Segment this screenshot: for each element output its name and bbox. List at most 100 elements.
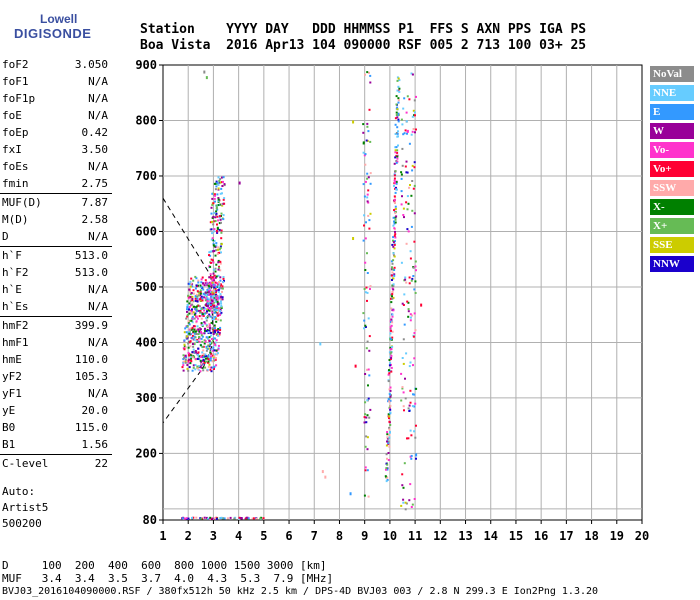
echo-point bbox=[214, 276, 217, 279]
echo-point bbox=[366, 414, 369, 417]
echo-point bbox=[393, 174, 396, 177]
echo-point bbox=[415, 453, 418, 457]
echo-point bbox=[393, 254, 395, 257]
echo-point bbox=[217, 261, 220, 264]
echo-point bbox=[210, 355, 212, 358]
x-tick-label: 6 bbox=[285, 529, 292, 543]
echo-point bbox=[214, 267, 217, 270]
echo-point bbox=[186, 325, 189, 328]
echo-point bbox=[402, 391, 405, 394]
echo-point bbox=[207, 284, 210, 287]
echo-point bbox=[192, 279, 195, 282]
echo-point bbox=[366, 448, 369, 451]
echo-point bbox=[189, 293, 192, 296]
echo-point bbox=[215, 339, 218, 342]
echo-point bbox=[217, 204, 220, 206]
echo-point bbox=[202, 356, 205, 359]
echo-point bbox=[213, 355, 216, 358]
echo-point bbox=[198, 355, 201, 358]
param-row: M(D) 2.58 bbox=[2, 213, 108, 227]
echo-point bbox=[191, 343, 194, 345]
echo-point bbox=[214, 353, 217, 356]
echo-point bbox=[396, 79, 399, 82]
echo-point bbox=[420, 303, 423, 307]
echo-point bbox=[394, 212, 397, 215]
echo-point bbox=[191, 356, 194, 359]
echo-point bbox=[219, 203, 222, 206]
echo-point bbox=[391, 313, 394, 316]
echo-point bbox=[413, 99, 416, 102]
echo-point bbox=[386, 463, 389, 466]
echo-point bbox=[415, 269, 417, 272]
echo-point bbox=[210, 206, 213, 209]
echo-point bbox=[367, 176, 370, 179]
echo-point bbox=[393, 274, 396, 277]
echo-point bbox=[389, 362, 392, 365]
echo-point bbox=[207, 291, 210, 294]
echo-point bbox=[411, 405, 414, 408]
echo-point bbox=[220, 243, 223, 246]
echo-point bbox=[391, 345, 394, 348]
echo-point bbox=[210, 334, 213, 337]
echo-point bbox=[198, 315, 201, 318]
echo-point bbox=[208, 308, 211, 310]
echo-point bbox=[202, 306, 205, 309]
echo-point bbox=[390, 357, 393, 359]
echo-point bbox=[212, 283, 215, 286]
param-row: yF2 105.3 bbox=[2, 370, 108, 384]
auto-code: 500200 bbox=[2, 517, 42, 530]
echo-point bbox=[184, 346, 187, 349]
echo-point bbox=[403, 293, 406, 296]
echo-point bbox=[194, 275, 197, 278]
echo-point bbox=[395, 103, 398, 106]
echo-point bbox=[207, 304, 209, 307]
echo-point bbox=[220, 212, 223, 215]
echo-point bbox=[411, 115, 414, 118]
param-value: 399.9 bbox=[74, 319, 108, 332]
echo-point bbox=[209, 516, 212, 519]
echo-point bbox=[217, 176, 220, 179]
echo-point bbox=[213, 517, 216, 520]
echo-point bbox=[401, 357, 404, 359]
echo-point bbox=[384, 475, 387, 478]
echo-point bbox=[181, 517, 184, 520]
echo-point bbox=[408, 98, 411, 101]
echo-point bbox=[206, 288, 209, 291]
echo-point bbox=[365, 286, 368, 289]
echo-point bbox=[408, 410, 411, 412]
echo-point bbox=[217, 344, 220, 347]
echo-point bbox=[407, 301, 410, 304]
echo-point bbox=[392, 259, 395, 262]
echo-point bbox=[213, 297, 216, 300]
echo-point bbox=[390, 318, 393, 321]
echo-point bbox=[219, 300, 222, 303]
echo-point bbox=[208, 254, 210, 257]
echo-point bbox=[215, 357, 217, 360]
param-row: B0 115.0 bbox=[2, 421, 108, 435]
echo-point bbox=[365, 221, 367, 224]
echo-point bbox=[366, 399, 369, 402]
echo-point bbox=[199, 289, 202, 292]
echo-point bbox=[196, 317, 199, 320]
echo-point bbox=[390, 321, 392, 323]
echo-point bbox=[203, 296, 205, 299]
echo-point bbox=[187, 346, 190, 349]
echo-point bbox=[201, 297, 204, 300]
echo-point bbox=[212, 202, 215, 205]
x-tick-label: 9 bbox=[361, 529, 368, 543]
echo-point bbox=[392, 216, 395, 219]
echo-point bbox=[412, 128, 415, 130]
echo-point bbox=[207, 315, 209, 317]
echo-point bbox=[196, 354, 199, 356]
echo-point bbox=[219, 279, 222, 282]
echo-point bbox=[217, 274, 220, 277]
echo-point bbox=[410, 225, 413, 228]
echo-point bbox=[363, 416, 366, 419]
echo-point bbox=[204, 279, 207, 282]
echo-point bbox=[408, 499, 411, 502]
x-tick-label: 11 bbox=[408, 529, 422, 543]
echo-point bbox=[393, 247, 396, 250]
echo-point bbox=[188, 328, 191, 331]
echo-point bbox=[392, 277, 395, 280]
echo-point bbox=[414, 280, 417, 283]
